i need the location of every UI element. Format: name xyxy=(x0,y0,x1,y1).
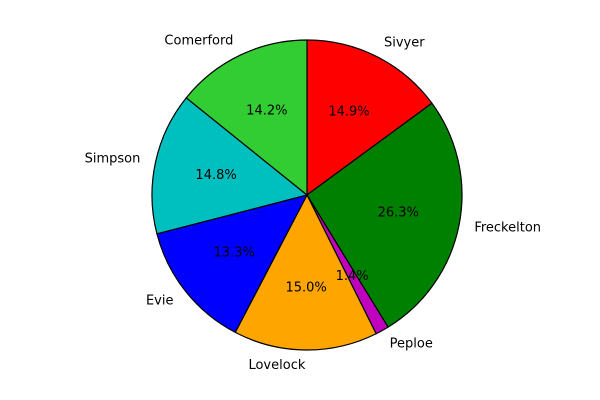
category-label-lovelock: Lovelock xyxy=(248,358,305,373)
pct-label-evie: 13.3% xyxy=(214,245,255,260)
category-label-comerford: Comerford xyxy=(164,34,233,49)
pie-slice-evie xyxy=(156,194,308,333)
category-label-evie: Evie xyxy=(146,294,174,309)
pie-slice-comerford xyxy=(185,39,308,196)
pie-slice-simpson xyxy=(151,97,308,235)
pct-label-comerford: 14.2% xyxy=(246,104,287,119)
pie-slice-freckelton xyxy=(306,102,463,328)
category-label-simpson: Simpson xyxy=(85,152,141,167)
pct-label-freckelton: 26.3% xyxy=(378,205,419,220)
category-label-peploe: Peploe xyxy=(390,337,433,352)
pie-slice-sivyer xyxy=(306,39,433,196)
category-label-freckelton: Freckelton xyxy=(474,220,541,235)
pct-label-peploe: 1.4% xyxy=(336,269,369,284)
pct-label-simpson: 14.8% xyxy=(195,168,236,183)
pct-label-sivyer: 14.9% xyxy=(328,105,369,120)
pie-slice-lovelock xyxy=(234,194,377,351)
category-label-sivyer: Sivyer xyxy=(384,35,425,50)
pct-label-lovelock: 15.0% xyxy=(285,281,326,296)
